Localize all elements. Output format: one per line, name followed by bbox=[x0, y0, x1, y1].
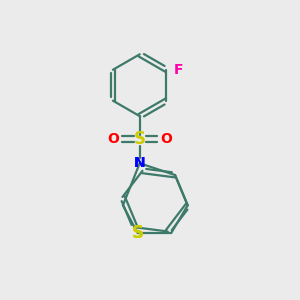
Text: S: S bbox=[132, 224, 144, 242]
Text: N: N bbox=[134, 156, 146, 170]
Text: O: O bbox=[108, 132, 119, 146]
Text: S: S bbox=[132, 224, 144, 242]
Text: O: O bbox=[160, 132, 172, 146]
Text: S: S bbox=[134, 130, 146, 148]
Text: N: N bbox=[134, 156, 146, 170]
Text: F: F bbox=[174, 63, 183, 77]
